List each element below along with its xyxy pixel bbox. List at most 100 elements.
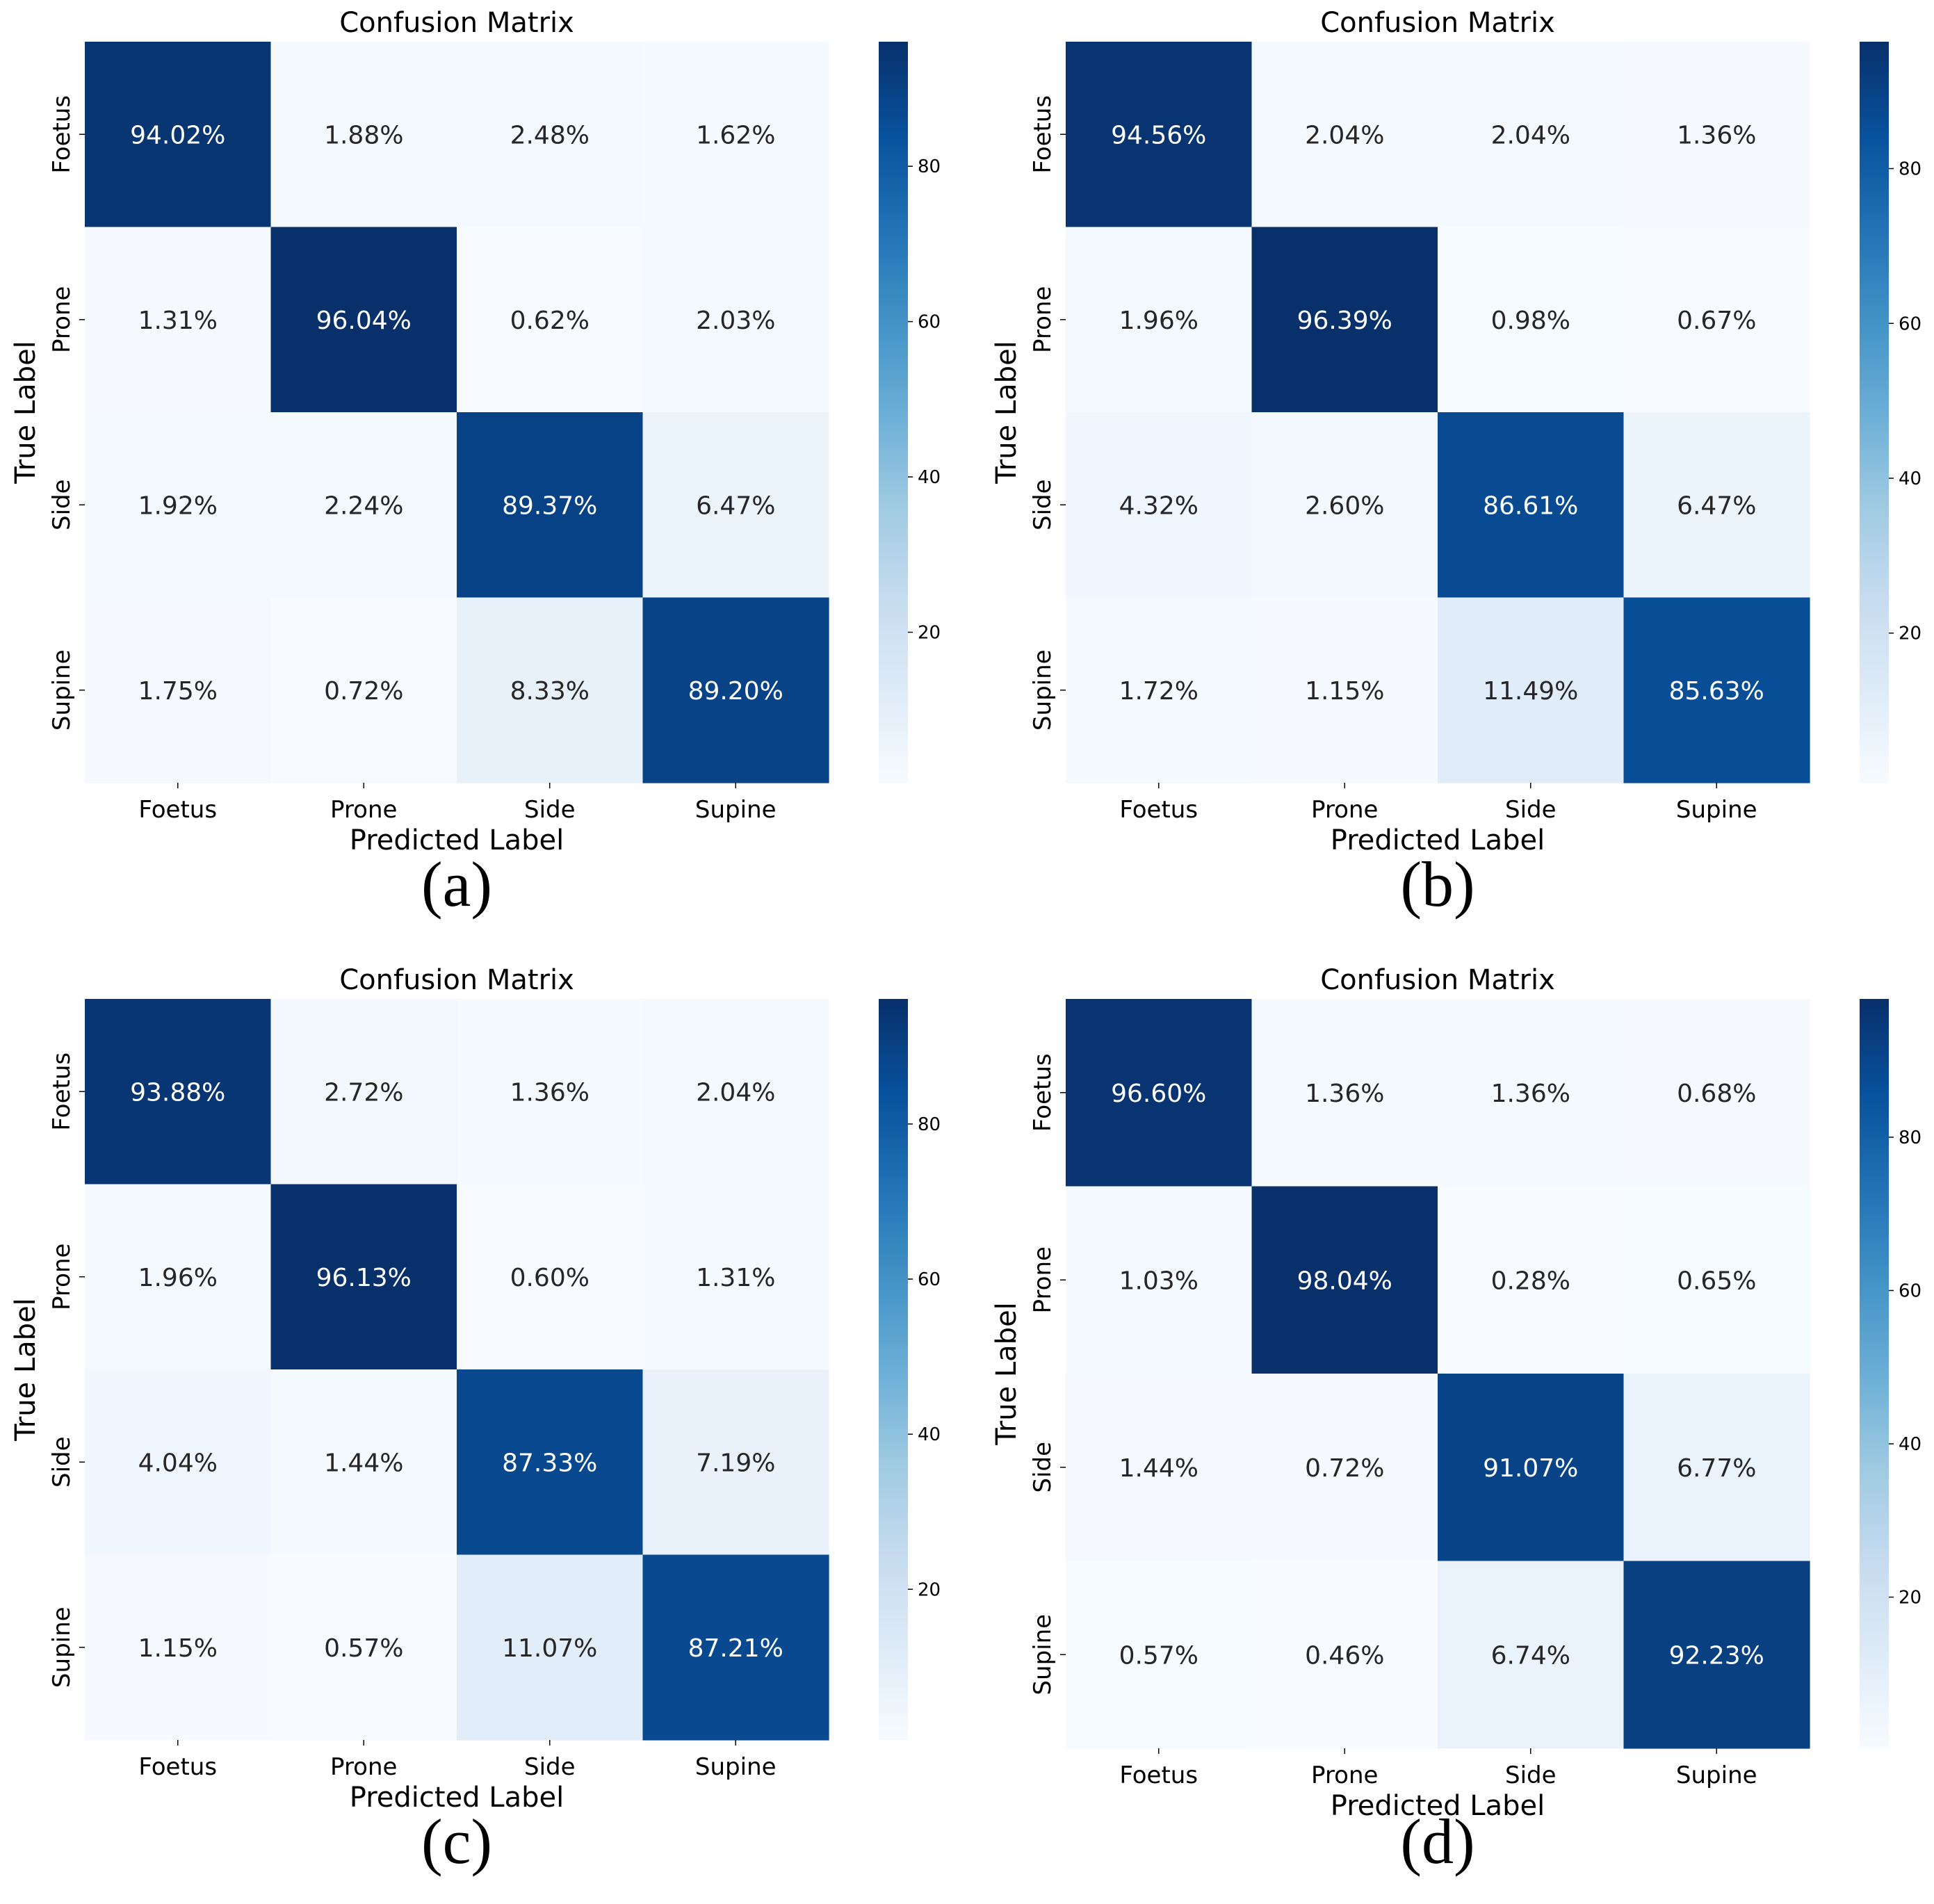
cell-value-label: 2.72% bbox=[324, 1078, 403, 1107]
heatmap-cell bbox=[642, 1369, 829, 1556]
x-tick-label: Side bbox=[524, 1753, 576, 1781]
cell-value-label: 4.32% bbox=[1119, 491, 1198, 520]
heatmap-cell bbox=[1623, 597, 1810, 783]
cell-value-label: 94.56% bbox=[1111, 121, 1206, 149]
heatmap-cell bbox=[642, 1184, 829, 1370]
cell-value-label: 1.31% bbox=[696, 1264, 775, 1292]
x-tick-label: Foetus bbox=[1119, 1761, 1198, 1789]
cell-value-label: 0.46% bbox=[1305, 1641, 1384, 1670]
cell-value-label: 0.65% bbox=[1677, 1267, 1756, 1295]
cell-value-label: 6.47% bbox=[1677, 491, 1756, 520]
heatmap-cell bbox=[1251, 1561, 1438, 1749]
confusion-matrix-panel-1: Confusion Matrix 94.02% 1.88% 2.48% 1.62% 1.3… bbox=[10, 7, 941, 920]
cell-value-label: 0.68% bbox=[1677, 1080, 1756, 1108]
heatmap-cell bbox=[85, 999, 272, 1185]
cell-value-label: 0.57% bbox=[1119, 1641, 1198, 1670]
y-axis-label: True Label bbox=[991, 1302, 1023, 1446]
cell-value-label: 1.31% bbox=[138, 307, 218, 335]
y-axis-label: True Label bbox=[991, 341, 1023, 485]
y-tick-label: Supine bbox=[48, 1606, 76, 1688]
panel-caption: (b) bbox=[1400, 849, 1474, 920]
heatmap-cell bbox=[270, 597, 457, 783]
y-axis-label: True Label bbox=[10, 1298, 42, 1442]
colorbar bbox=[1860, 999, 1889, 1748]
x-axis-label: Predicted Label bbox=[350, 1782, 564, 1814]
y-tick-label: Side bbox=[1029, 479, 1057, 530]
heatmap-cell bbox=[1066, 1374, 1253, 1562]
panel-caption: (d) bbox=[1400, 1806, 1474, 1877]
cell-value-label: 0.62% bbox=[510, 307, 590, 335]
x-axis-label: Predicted Label bbox=[1331, 824, 1545, 856]
heatmap-cell bbox=[1066, 1186, 1253, 1374]
y-tick-label: Prone bbox=[48, 286, 76, 353]
heatmap-cell bbox=[85, 1369, 272, 1556]
colorbar-tick-label: 80 bbox=[918, 156, 941, 177]
heatmap-cell bbox=[85, 227, 272, 413]
cell-value-label: 2.60% bbox=[1305, 491, 1384, 520]
x-tick-label: Foetus bbox=[138, 1753, 217, 1781]
cell-value-label: 0.98% bbox=[1491, 307, 1570, 335]
heatmap-cell bbox=[270, 42, 457, 228]
cell-value-label: 87.33% bbox=[502, 1449, 597, 1477]
panel-caption: (a) bbox=[421, 849, 492, 920]
heatmap-cell bbox=[1251, 1186, 1438, 1374]
cell-value-label: 6.77% bbox=[1677, 1454, 1756, 1483]
heatmap-cell bbox=[1066, 597, 1253, 783]
heatmap-cell bbox=[270, 227, 457, 413]
x-tick-label: Side bbox=[524, 796, 576, 824]
heatmap-cell bbox=[457, 1554, 644, 1741]
cell-value-label: 1.96% bbox=[138, 1264, 218, 1292]
cell-value-label: 91.07% bbox=[1483, 1454, 1578, 1483]
cell-value-label: 11.07% bbox=[502, 1634, 597, 1663]
panel-title: Confusion Matrix bbox=[1320, 7, 1555, 39]
cell-value-label: 86.61% bbox=[1483, 491, 1578, 520]
heatmap-cell bbox=[642, 1554, 829, 1741]
heatmap-cell bbox=[457, 1184, 644, 1370]
x-tick-label: Prone bbox=[330, 1753, 397, 1781]
cell-value-label: 1.15% bbox=[1305, 677, 1384, 706]
heatmap-cell bbox=[85, 597, 272, 783]
colorbar-tick-label: 40 bbox=[1899, 1434, 1921, 1455]
panel-caption: (c) bbox=[421, 1806, 492, 1877]
heatmap-cell bbox=[642, 597, 829, 783]
x-tick-label: Side bbox=[1505, 796, 1557, 824]
cell-value-label: 1.44% bbox=[324, 1449, 403, 1477]
colorbar-tick-label: 80 bbox=[918, 1114, 941, 1135]
cell-value-label: 92.23% bbox=[1669, 1641, 1764, 1670]
x-axis-label: Predicted Label bbox=[350, 824, 564, 856]
heatmap-cell bbox=[1438, 227, 1625, 413]
x-tick-label: Supine bbox=[1676, 796, 1757, 824]
colorbar-tick-label: 60 bbox=[918, 312, 941, 333]
colorbar-tick-label: 20 bbox=[1899, 1588, 1921, 1609]
heatmap-cell bbox=[1251, 1374, 1438, 1562]
colorbar-tick-label: 40 bbox=[918, 1424, 941, 1445]
y-tick-label: Supine bbox=[1029, 1614, 1057, 1695]
colorbar bbox=[879, 42, 908, 783]
heatmap-cell bbox=[457, 227, 644, 413]
cell-value-label: 96.39% bbox=[1297, 307, 1392, 335]
x-tick-label: Prone bbox=[1311, 796, 1378, 824]
y-tick-label: Foetus bbox=[1029, 95, 1057, 174]
x-tick-label: Prone bbox=[330, 796, 397, 824]
cell-value-label: 1.44% bbox=[1119, 1454, 1198, 1483]
x-tick-label: Side bbox=[1505, 1761, 1557, 1789]
heatmap-cell bbox=[85, 1554, 272, 1741]
colorbar-tick-label: 60 bbox=[1899, 314, 1921, 334]
cell-value-label: 1.36% bbox=[1305, 1080, 1384, 1108]
panel-title: Confusion Matrix bbox=[339, 964, 574, 996]
cell-value-label: 0.28% bbox=[1491, 1267, 1570, 1295]
cell-value-label: 1.75% bbox=[138, 677, 218, 706]
cell-value-label: 2.48% bbox=[510, 121, 590, 149]
x-tick-label: Foetus bbox=[138, 796, 217, 824]
heatmap-cell bbox=[457, 597, 644, 783]
heatmap-cell bbox=[457, 1369, 644, 1556]
y-axis-label: True Label bbox=[10, 341, 42, 485]
cell-value-label: 1.92% bbox=[138, 491, 218, 520]
colorbar-tick-label: 40 bbox=[1899, 469, 1921, 489]
y-tick-label: Foetus bbox=[1029, 1053, 1057, 1132]
confusion-matrix-panel-4: Confusion Matrix 96.60% 1.36% 1.36% 0.68% 1.0… bbox=[991, 964, 1921, 1877]
colorbar bbox=[879, 999, 908, 1740]
heatmap-cell bbox=[642, 42, 829, 228]
heatmap-cell bbox=[1438, 999, 1625, 1187]
